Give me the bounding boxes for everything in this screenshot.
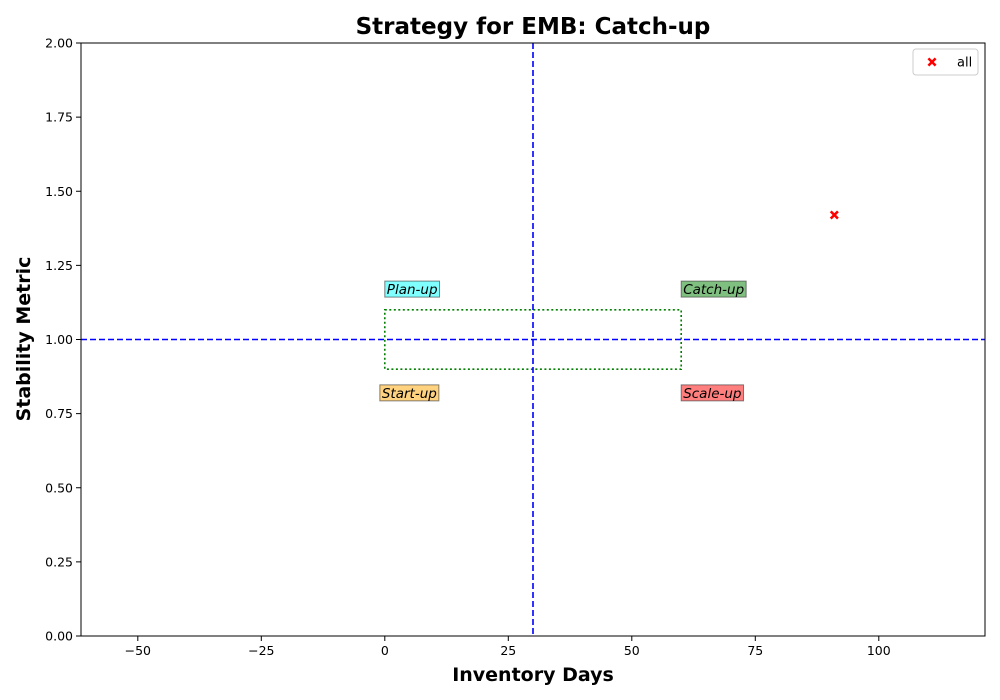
x-tick-label: 25 [500,643,516,658]
y-tick-label: 0.50 [45,480,73,495]
quadrant-label-start-up: Start-up [382,386,437,402]
y-tick-label: 0.75 [45,406,73,421]
x-tick-label: 75 [747,643,763,658]
x-tick-label: −25 [248,643,274,658]
y-tick-label: 0.25 [45,554,73,569]
x-tick-label: −50 [125,643,151,658]
y-tick-label: 1.00 [45,332,73,347]
x-tick-label: 100 [867,643,891,658]
y-tick-label: 1.25 [45,258,73,273]
quadrant-label-scale-up: Scale-up [683,386,741,402]
quadrant-label-catch-up: Catch-up [683,282,744,298]
legend-label: all [957,56,972,71]
y-tick-label: 1.50 [45,184,73,199]
x-axis-label: Inventory Days [452,664,614,686]
plot-frame [80,42,986,637]
x-tick-label: 0 [381,643,389,658]
legend-box [912,48,979,76]
y-tick-label: 2.00 [45,36,73,51]
quadrant-label-plan-up: Plan-up [387,282,438,298]
data-point [829,210,839,220]
quadrant-label-box [379,384,440,402]
y-tick-label: 0.00 [45,629,73,644]
quadrant-label-box [680,280,747,298]
y-axis-label: Stability Metric [13,257,35,422]
x-tick-label: 50 [624,643,640,658]
chart-title: Strategy for EMB: Catch-up [356,14,711,40]
quadrant-label-box [680,384,745,402]
y-tick-label: 1.75 [45,110,73,125]
plot-area: −50 −25 0 25 50 75 100 0.00 0.25 0.50 0.75 1.00 1.25… [45,36,986,658]
quadrant-label-box [384,280,441,298]
legend-marker [927,57,937,67]
